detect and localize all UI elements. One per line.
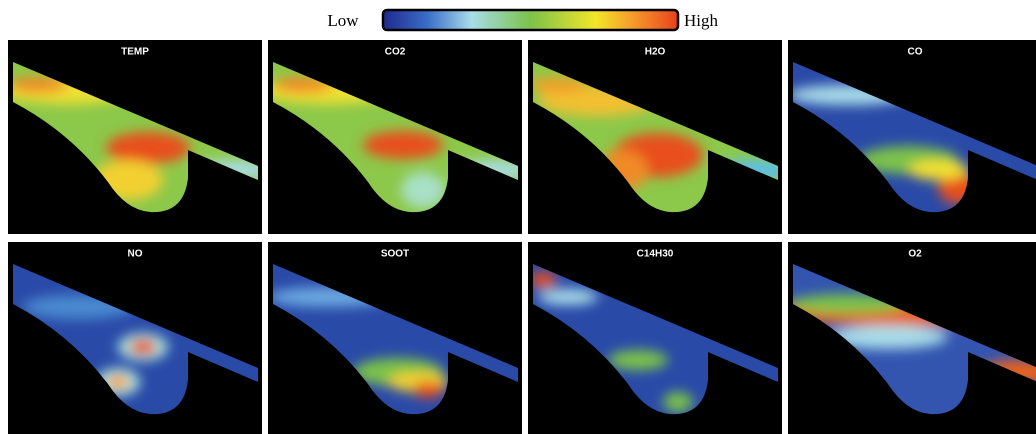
high-label: High	[684, 11, 719, 30]
panel-title: CO	[908, 47, 923, 58]
panel-title: H2O	[645, 47, 666, 58]
panel-title: SOOT	[381, 249, 409, 260]
panel-title: C14H30	[637, 249, 674, 260]
panel: C14H30	[528, 242, 782, 434]
panel: O2	[788, 242, 1036, 434]
panel: CO	[788, 40, 1036, 234]
panel: NO	[8, 242, 262, 434]
panel: SOOT	[268, 242, 522, 434]
panel: H2O	[528, 40, 782, 234]
panel-title: NO	[128, 249, 143, 260]
low-label: Low	[327, 11, 359, 30]
colorbar	[381, 8, 680, 32]
panel-title: CO2	[385, 47, 406, 58]
panel-title: O2	[908, 249, 922, 260]
panel: TEMP	[8, 40, 262, 234]
panel: CO2	[268, 40, 522, 234]
panel-title: TEMP	[121, 47, 149, 58]
